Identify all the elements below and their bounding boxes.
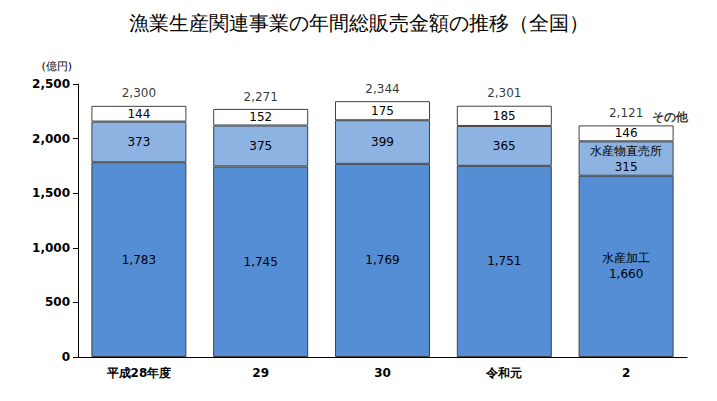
svg-text:1,000: 1,000 (32, 241, 70, 255)
svg-text:1,500: 1,500 (32, 186, 70, 200)
svg-text:500: 500 (45, 295, 70, 309)
svg-text:29: 29 (252, 366, 269, 380)
svg-text:144: 144 (127, 107, 150, 121)
svg-text:令和元: 令和元 (485, 366, 522, 380)
svg-text:その他: その他 (652, 110, 689, 124)
svg-text:2,301: 2,301 (487, 86, 521, 100)
svg-text:152: 152 (249, 110, 272, 124)
svg-text:2,344: 2,344 (365, 82, 399, 96)
svg-text:2,271: 2,271 (244, 90, 278, 104)
svg-text:1,783: 1,783 (122, 253, 156, 267)
svg-text:146: 146 (615, 126, 638, 140)
svg-text:2,000: 2,000 (32, 132, 70, 146)
svg-text:30: 30 (374, 366, 391, 380)
svg-text:2,500: 2,500 (32, 77, 70, 91)
svg-text:1,745: 1,745 (244, 255, 278, 269)
svg-text:水産加工: 水産加工 (602, 251, 650, 265)
svg-text:315: 315 (615, 160, 638, 174)
svg-text:373: 373 (127, 135, 150, 149)
svg-text:0: 0 (62, 350, 70, 364)
svg-text:漁業生産関連事業の年間総販売金額の推移（全国）: 漁業生産関連事業の年間総販売金額の推移（全国） (129, 11, 589, 35)
svg-text:水産物直売所: 水産物直売所 (590, 144, 662, 158)
svg-text:185: 185 (493, 109, 516, 123)
svg-text:2,121: 2,121 (609, 106, 643, 120)
svg-text:399: 399 (371, 135, 394, 149)
svg-text:1,660: 1,660 (609, 267, 643, 281)
svg-text:1,751: 1,751 (487, 254, 521, 268)
svg-text:平成28年度: 平成28年度 (106, 366, 172, 380)
svg-text:175: 175 (371, 104, 394, 118)
svg-text:2,300: 2,300 (122, 86, 156, 100)
svg-text:(億円): (億円) (41, 60, 72, 73)
svg-text:365: 365 (493, 139, 516, 153)
svg-text:375: 375 (249, 139, 272, 153)
svg-text:1,769: 1,769 (365, 253, 399, 267)
svg-text:2: 2 (622, 366, 630, 380)
